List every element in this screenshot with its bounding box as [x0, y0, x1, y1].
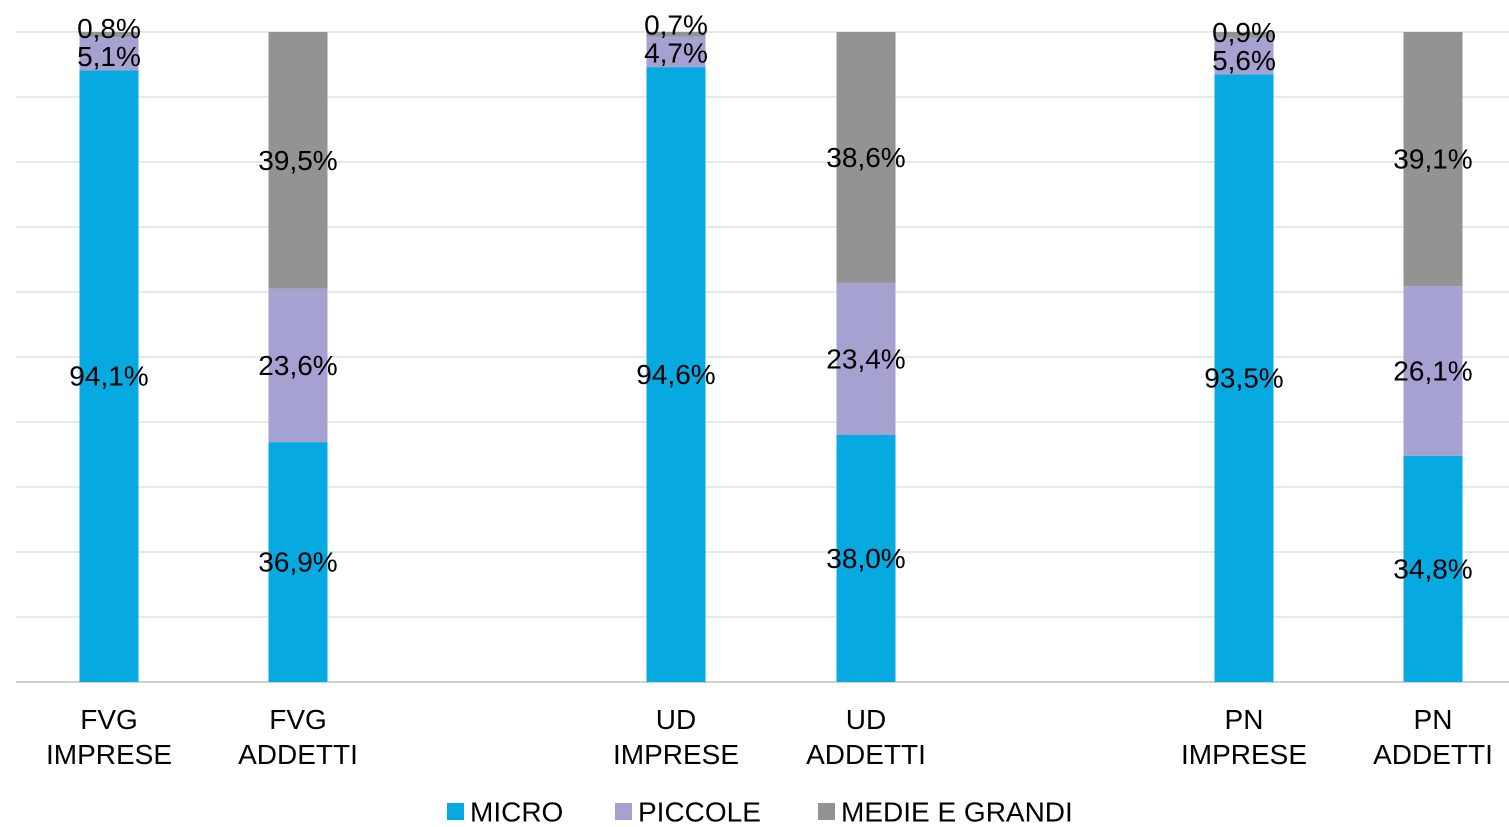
- bar-segment-medie-e-grandi: [1214, 32, 1274, 38]
- legend-item-micro: MICRO: [447, 797, 563, 827]
- data-label-piccole: 5,6%: [1212, 45, 1276, 76]
- data-label-medie-e-grandi: 0,7%: [644, 10, 708, 41]
- legend: MICRO PICCOLE MEDIE E GRANDI: [447, 797, 1073, 827]
- data-label-micro: 94,1%: [69, 361, 148, 392]
- bar-segment-medie-e-grandi: [79, 32, 139, 38]
- data-label-micro: 93,5%: [1204, 363, 1283, 394]
- data-label-medie-e-grandi: 38,6%: [826, 142, 905, 173]
- data-label-micro: 94,6%: [636, 359, 715, 390]
- data-label-medie-e-grandi: 0,8%: [77, 13, 141, 44]
- bar-segment-micro: [1214, 74, 1274, 682]
- data-label-piccole: 4,7%: [644, 38, 708, 69]
- bar-segment-medie-e-grandi: [268, 32, 328, 289]
- bars: [79, 32, 1463, 683]
- legend-label: PICCOLE: [638, 797, 761, 827]
- data-label-piccole: 23,4%: [826, 343, 905, 374]
- data-label-piccole: 23,6%: [258, 350, 337, 381]
- data-label-medie-e-grandi: 0,9%: [1212, 17, 1276, 48]
- data-label-piccole: 26,1%: [1393, 355, 1472, 386]
- legend-swatch: [818, 803, 835, 820]
- legend-label: MEDIE E GRANDI: [841, 797, 1073, 827]
- x-tick-label: FVG ADDETTI: [238, 704, 358, 770]
- bar-segment-piccole: [646, 36, 706, 68]
- x-tick-label: UD IMPRESE: [613, 704, 739, 770]
- data-label-micro: 36,9%: [258, 547, 337, 578]
- bar-segment-micro: [268, 442, 328, 682]
- bar-segment-medie-e-grandi: [1403, 32, 1463, 287]
- bar-segment-piccole: [79, 37, 139, 71]
- x-axis-tick-labels: FVG IMPRESE FVG ADDETTI UD IMPRESE UD ADDETTI PN…: [46, 704, 1493, 770]
- data-labels: 94,1% 5,1%0,8% 36,9% 23,6% 39,5% 94,6% 4,7%0,7…: [69, 10, 1472, 585]
- data-label-micro: 38,0%: [826, 543, 905, 574]
- legend-item-medie-e-grandi: MEDIE E GRANDI: [818, 797, 1073, 827]
- legend-label: MICRO: [470, 797, 563, 827]
- legend-swatch: [615, 803, 632, 820]
- bar-segment-micro: [646, 67, 706, 683]
- x-tick-label: UD ADDETTI: [806, 704, 926, 770]
- bar-segment-micro: [79, 70, 139, 683]
- bar-segment-micro: [836, 435, 896, 682]
- bar-segment-piccole: [836, 282, 896, 435]
- bar-segment-medie-e-grandi: [646, 32, 706, 37]
- x-tick-label: PN IMPRESE: [1181, 704, 1307, 770]
- data-label-micro: 34,8%: [1393, 553, 1472, 584]
- x-tick-label: PN ADDETTI: [1373, 704, 1493, 770]
- bar-segment-piccole: [1403, 286, 1463, 456]
- data-label-medie-e-grandi: 39,1%: [1393, 144, 1472, 175]
- bar-segment-medie-e-grandi: [836, 32, 896, 283]
- x-tick-label: FVG IMPRESE: [46, 704, 172, 770]
- data-label-medie-e-grandi: 39,5%: [258, 145, 337, 176]
- legend-item-piccole: PICCOLE: [615, 797, 761, 827]
- bar-segment-piccole: [268, 288, 328, 443]
- gridlines: [16, 31, 1509, 683]
- bar-segment-micro: [1403, 455, 1463, 682]
- bar-segment-piccole: [1214, 37, 1274, 75]
- data-label-piccole: 5,1%: [77, 41, 141, 72]
- legend-swatch: [447, 803, 464, 820]
